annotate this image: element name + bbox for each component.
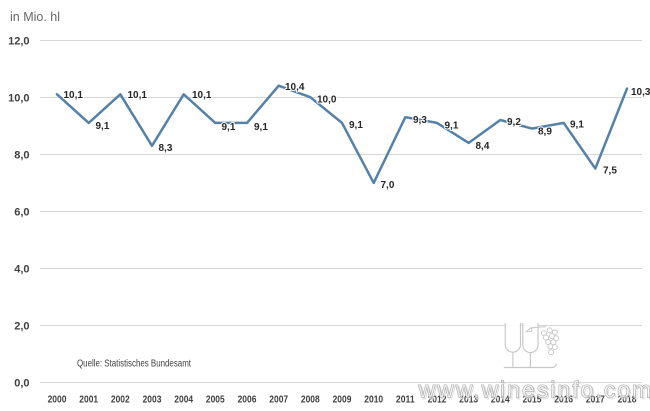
svg-text:10,1: 10,1: [64, 90, 84, 101]
svg-text:6,0: 6,0: [14, 206, 29, 218]
svg-text:8,9: 8,9: [538, 127, 552, 138]
svg-text:9,1: 9,1: [254, 122, 268, 133]
svg-text:2000: 2000: [48, 395, 67, 406]
svg-text:2002: 2002: [111, 395, 130, 406]
svg-text:2008: 2008: [301, 395, 320, 406]
svg-text:8,4: 8,4: [476, 141, 490, 152]
svg-text:9,1: 9,1: [445, 121, 459, 132]
svg-text:2013: 2013: [459, 395, 478, 406]
svg-text:7,0: 7,0: [381, 180, 395, 191]
svg-text:10,1: 10,1: [192, 90, 212, 101]
svg-text:4,0: 4,0: [14, 263, 29, 275]
svg-text:9,1: 9,1: [222, 122, 236, 133]
svg-text:2004: 2004: [174, 395, 193, 406]
svg-text:10,0: 10,0: [8, 92, 29, 104]
svg-text:2016: 2016: [554, 395, 573, 406]
svg-text:2012: 2012: [428, 395, 447, 406]
svg-text:2015: 2015: [523, 395, 542, 406]
svg-text:2009: 2009: [333, 395, 352, 406]
svg-text:www.winesinfo.com: www.winesinfo.com: [418, 377, 650, 403]
svg-text:9,1: 9,1: [570, 120, 584, 131]
svg-text:9,1: 9,1: [349, 120, 363, 131]
svg-text:12,0: 12,0: [8, 35, 29, 47]
svg-text:8,3: 8,3: [159, 143, 173, 154]
svg-text:www.winesinfo.com: www.winesinfo.com: [419, 378, 650, 404]
svg-text:2,0: 2,0: [14, 320, 29, 332]
svg-text:2006: 2006: [238, 395, 257, 406]
svg-text:2014: 2014: [491, 395, 510, 406]
svg-text:2003: 2003: [143, 395, 162, 406]
svg-text:10,1: 10,1: [128, 90, 148, 101]
svg-text:2010: 2010: [364, 395, 383, 406]
svg-text:2018: 2018: [618, 395, 637, 406]
svg-text:9,3: 9,3: [413, 115, 427, 126]
svg-text:2005: 2005: [206, 395, 225, 406]
svg-text:7,5: 7,5: [603, 165, 617, 176]
svg-text:0,0: 0,0: [14, 377, 29, 389]
svg-text:10,4: 10,4: [285, 82, 305, 93]
svg-text:Quelle: Statistisches Bundesam: Quelle: Statistisches Bundesamt: [77, 359, 191, 370]
svg-text:9,2: 9,2: [507, 117, 521, 128]
svg-text:2011: 2011: [396, 395, 415, 406]
svg-text:2007: 2007: [269, 395, 288, 406]
svg-text:in Mio. hl: in Mio. hl: [10, 10, 60, 24]
svg-text:10,0: 10,0: [317, 95, 337, 106]
svg-text:2017: 2017: [586, 395, 605, 406]
svg-text:2001: 2001: [79, 395, 98, 406]
svg-text:10,3: 10,3: [631, 87, 650, 98]
svg-text:9,1: 9,1: [96, 121, 110, 132]
svg-text:8,0: 8,0: [14, 149, 29, 161]
